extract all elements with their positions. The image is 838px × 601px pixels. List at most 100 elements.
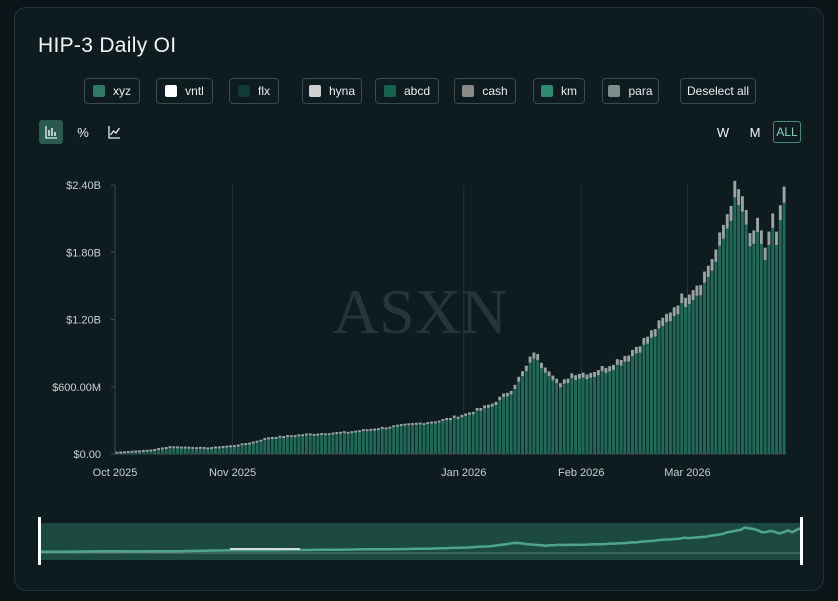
- legend-item-abcd[interactable]: abcd: [375, 78, 439, 104]
- oi-bar[interactable]: [672, 316, 676, 454]
- oi-bar-top-segment[interactable]: [441, 419, 445, 422]
- oi-bar[interactable]: [430, 423, 433, 454]
- oi-bar[interactable]: [551, 380, 555, 454]
- oi-bar-top-segment[interactable]: [392, 425, 396, 428]
- oi-bar[interactable]: [615, 364, 619, 454]
- oi-bar[interactable]: [422, 425, 426, 454]
- oi-bar[interactable]: [320, 435, 324, 454]
- oi-bar-top-segment[interactable]: [483, 405, 487, 409]
- oi-bar-top-segment[interactable]: [471, 411, 475, 415]
- oi-bar-top-segment[interactable]: [202, 446, 206, 449]
- oi-bar[interactable]: [691, 299, 695, 454]
- oi-bar-top-segment[interactable]: [513, 384, 517, 389]
- legend-item-xyz[interactable]: xyz: [84, 78, 140, 104]
- oi-bar-top-segment[interactable]: [130, 450, 134, 453]
- oi-bar-top-segment[interactable]: [278, 435, 282, 438]
- oi-bar-top-segment[interactable]: [486, 404, 490, 408]
- oi-bar[interactable]: [585, 379, 589, 454]
- oi-bar[interactable]: [570, 378, 574, 454]
- oi-bar[interactable]: [293, 437, 297, 454]
- oi-bar[interactable]: [134, 452, 138, 454]
- oi-bar-top-segment[interactable]: [145, 449, 149, 452]
- oi-bar-top-segment[interactable]: [672, 307, 676, 317]
- oi-bar[interactable]: [141, 451, 145, 454]
- oi-bar[interactable]: [555, 383, 559, 454]
- oi-bar[interactable]: [433, 423, 437, 454]
- oi-bar[interactable]: [653, 336, 657, 454]
- oi-bar-top-segment[interactable]: [236, 444, 240, 447]
- oi-bar[interactable]: [646, 343, 650, 454]
- oi-bar-top-segment[interactable]: [536, 353, 540, 360]
- oi-bar-top-segment[interactable]: [183, 446, 187, 449]
- oi-bar[interactable]: [680, 303, 684, 454]
- oi-bar[interactable]: [339, 433, 342, 454]
- oi-bar[interactable]: [206, 449, 210, 454]
- oi-bar-top-segment[interactable]: [771, 213, 775, 228]
- oi-bar[interactable]: [149, 451, 153, 454]
- oi-bar-top-segment[interactable]: [229, 445, 233, 448]
- deselect-all-button[interactable]: Deselect all: [680, 78, 756, 104]
- oi-bar-top-segment[interactable]: [642, 337, 646, 345]
- oi-bar[interactable]: [232, 447, 236, 454]
- oi-bar[interactable]: [297, 436, 301, 454]
- navigator-right-handle[interactable]: [800, 517, 803, 565]
- oi-bar[interactable]: [744, 224, 748, 454]
- oi-bar[interactable]: [373, 430, 377, 454]
- oi-bar[interactable]: [164, 449, 168, 454]
- legend-item-km[interactable]: km: [533, 78, 585, 104]
- range-button-m[interactable]: M: [749, 124, 761, 140]
- oi-bar[interactable]: [619, 365, 623, 454]
- oi-bar-top-segment[interactable]: [323, 433, 327, 436]
- oi-bar-top-segment[interactable]: [718, 232, 722, 246]
- oi-bar[interactable]: [740, 211, 744, 454]
- oi-bar-top-segment[interactable]: [240, 443, 244, 446]
- oi-bar-top-segment[interactable]: [433, 421, 437, 424]
- oi-bar[interactable]: [308, 435, 312, 454]
- oi-bar[interactable]: [771, 227, 775, 454]
- oi-bar[interactable]: [202, 448, 206, 454]
- oi-bar-top-segment[interactable]: [733, 180, 737, 198]
- oi-bar[interactable]: [384, 429, 388, 454]
- oi-bar[interactable]: [282, 438, 286, 454]
- oi-bar[interactable]: [377, 430, 380, 454]
- oi-bar-top-segment[interactable]: [684, 297, 687, 308]
- oi-bar[interactable]: [559, 387, 562, 454]
- oi-bar[interactable]: [395, 426, 399, 454]
- oi-bar-top-segment[interactable]: [782, 186, 786, 203]
- oi-bar[interactable]: [486, 407, 490, 454]
- oi-bar[interactable]: [494, 404, 498, 454]
- oi-bar-top-segment[interactable]: [308, 433, 312, 436]
- oi-bar-top-segment[interactable]: [395, 424, 399, 427]
- oi-bar-top-segment[interactable]: [164, 447, 168, 450]
- oi-bar[interactable]: [335, 433, 339, 454]
- oi-bar[interactable]: [638, 352, 642, 454]
- oi-bar[interactable]: [748, 246, 752, 454]
- line-chart-icon[interactable]: [102, 120, 126, 144]
- oi-bar-top-segment[interactable]: [327, 433, 331, 436]
- legend-item-flx[interactable]: flx: [229, 78, 279, 104]
- oi-bar-top-segment[interactable]: [361, 429, 365, 432]
- oi-bar[interactable]: [703, 282, 706, 454]
- oi-bar[interactable]: [532, 358, 536, 454]
- oi-bar[interactable]: [449, 420, 452, 454]
- oi-bar-top-segment[interactable]: [517, 376, 521, 382]
- oi-bar-top-segment[interactable]: [585, 374, 589, 380]
- oi-bar-top-segment[interactable]: [725, 214, 729, 229]
- oi-bar-top-segment[interactable]: [574, 375, 578, 380]
- oi-bar-top-segment[interactable]: [752, 230, 756, 244]
- oi-bar-top-segment[interactable]: [687, 294, 691, 305]
- oi-bar-top-segment[interactable]: [528, 356, 532, 363]
- oi-bar-top-segment[interactable]: [543, 367, 547, 373]
- oi-bar[interactable]: [524, 371, 528, 454]
- oi-bar[interactable]: [251, 443, 255, 454]
- percent-icon[interactable]: %: [77, 124, 89, 140]
- oi-bar[interactable]: [752, 243, 756, 454]
- oi-bar-top-segment[interactable]: [437, 420, 441, 423]
- oi-bar[interactable]: [160, 449, 164, 454]
- oi-bar[interactable]: [130, 452, 134, 454]
- oi-bar[interactable]: [547, 376, 551, 454]
- oi-bar[interactable]: [722, 238, 725, 454]
- oi-bar-top-segment[interactable]: [305, 433, 308, 436]
- oi-bar-top-segment[interactable]: [282, 436, 286, 439]
- oi-bar[interactable]: [267, 439, 270, 454]
